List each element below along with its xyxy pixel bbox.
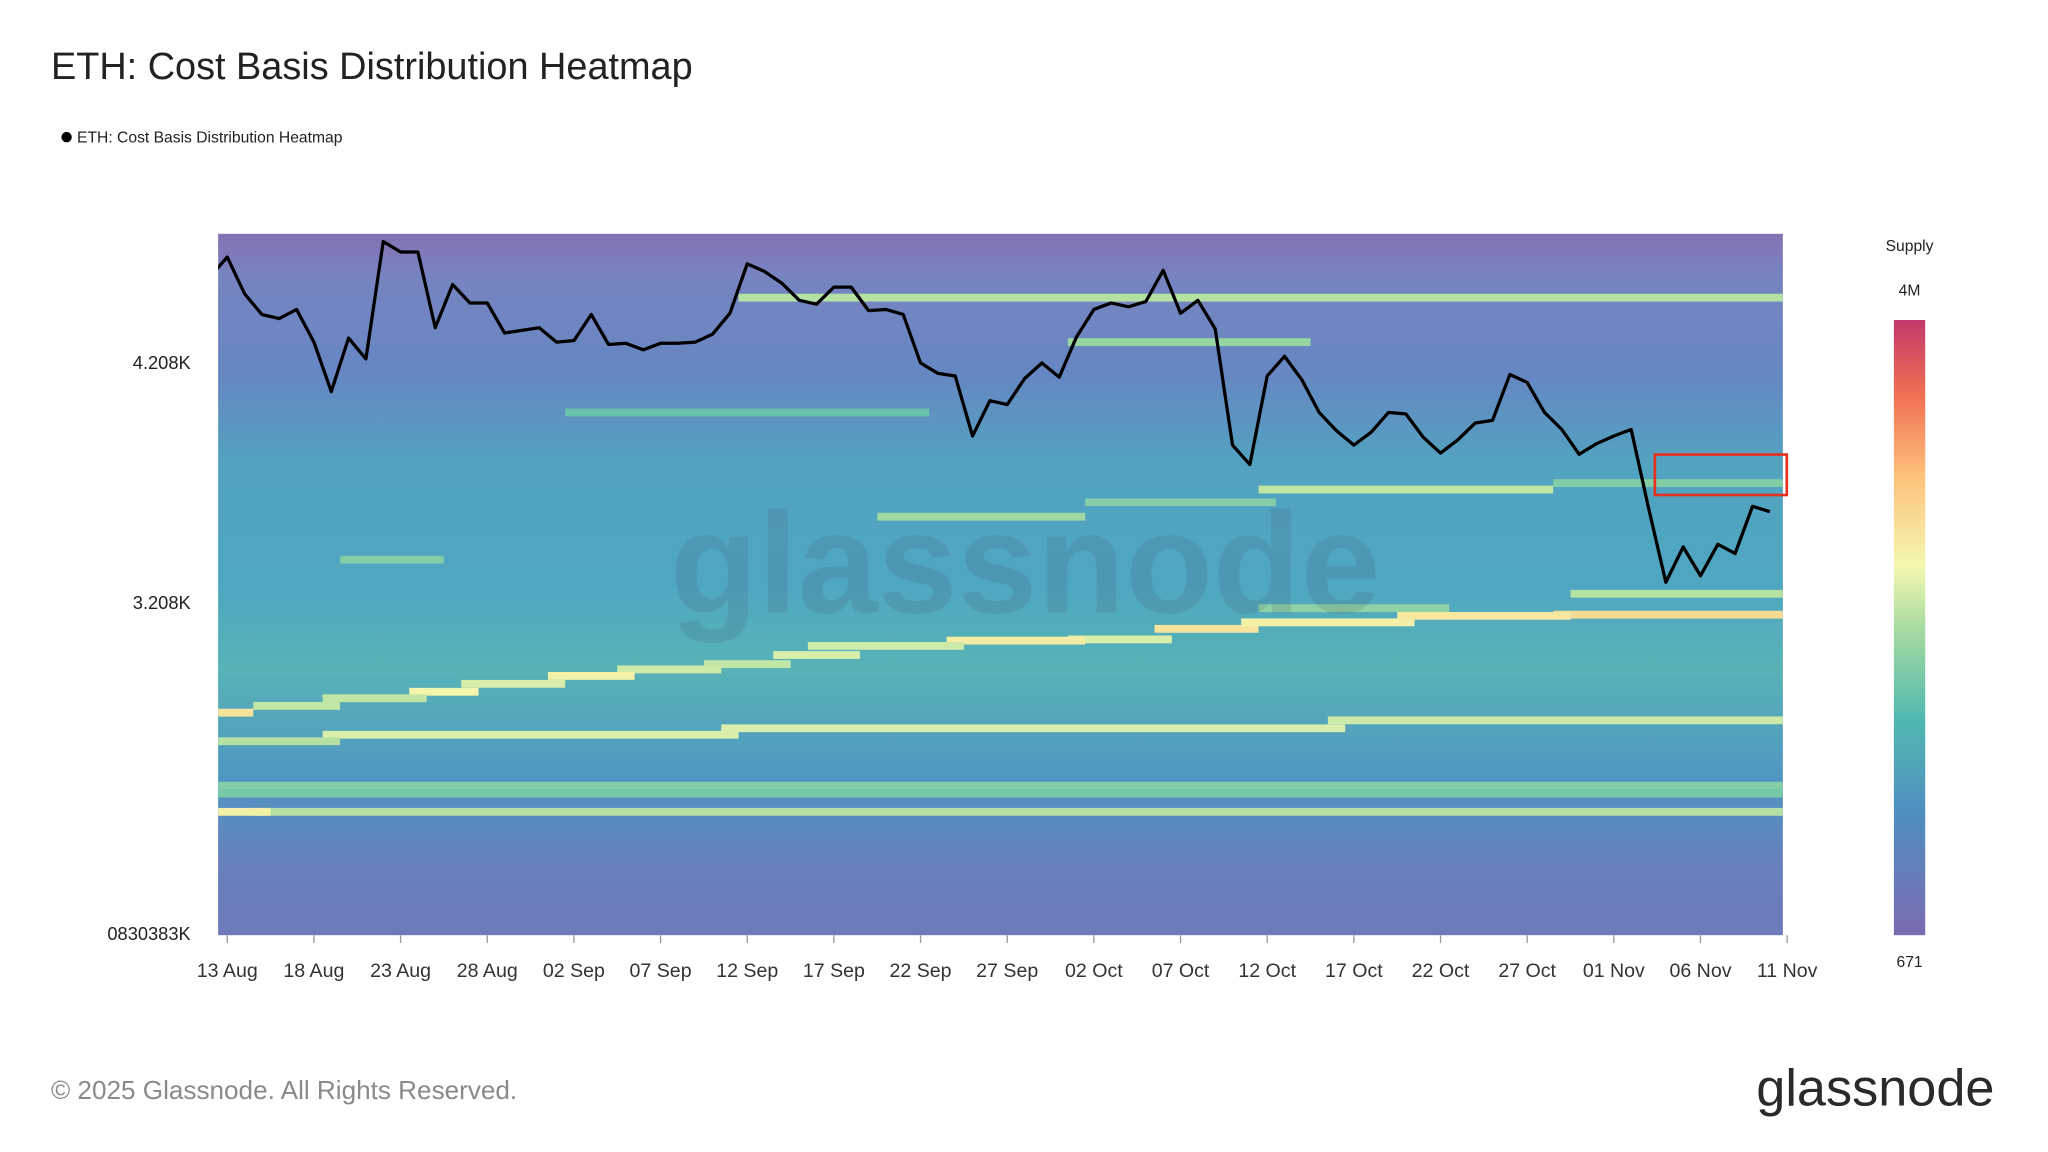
heatmap-band <box>877 512 1086 521</box>
heatmap-band <box>565 408 930 417</box>
x-tick-label: 17 Oct <box>1325 960 1383 982</box>
heatmap-band <box>721 724 1346 733</box>
x-tick-label: 22 Sep <box>890 960 952 982</box>
heatmap-band <box>1553 610 1783 619</box>
legend-marker <box>61 131 72 143</box>
x-tick-label: 02 Oct <box>1065 960 1123 982</box>
x-tick-label: 07 Oct <box>1152 960 1210 982</box>
heatmap-band <box>1553 479 1783 487</box>
heatmap-band <box>218 807 271 816</box>
heatmap-band <box>218 708 254 717</box>
heatmap-background <box>218 233 1783 936</box>
y-tick-label: 0830383K <box>107 923 190 944</box>
heatmap-band <box>218 789 1783 798</box>
heatmap-band <box>409 687 479 696</box>
brand-logo: glassnode <box>1756 1060 1994 1118</box>
footer: © 2025 Glassnode. All Rights Reserved. <box>51 1075 517 1105</box>
heatmap-band <box>253 807 1783 816</box>
x-tick-label: 12 Oct <box>1238 960 1296 982</box>
colorbar <box>1893 320 1926 936</box>
heatmap-band <box>1258 485 1554 494</box>
x-tick-label: 06 Nov <box>1669 960 1731 982</box>
heatmap-band <box>946 636 1086 645</box>
watermark: glassnode <box>670 484 1381 644</box>
heatmap-band <box>322 694 427 703</box>
colorbar-tick-label: 4M <box>1899 282 1921 299</box>
x-tick-label: 18 Aug <box>283 960 344 982</box>
x-tick-label: 12 Sep <box>716 960 778 982</box>
heatmap-band <box>322 730 739 739</box>
heatmap-band <box>1241 618 1415 627</box>
y-tick-label: 4.208K <box>133 352 191 373</box>
x-tick-label: 22 Oct <box>1412 960 1470 982</box>
x-tick-label: 28 Aug <box>457 960 518 982</box>
x-tick-label: 11 Nov <box>1757 960 1818 982</box>
heatmap-band <box>1085 498 1276 507</box>
heatmap-band <box>1397 611 1571 620</box>
chart-title: ETH: Cost Basis Distribution Heatmap <box>51 46 693 88</box>
line-layer <box>218 239 1771 584</box>
heatmap-band <box>1327 716 1783 725</box>
legend-label: ETH: Cost Basis Distribution Heatmap <box>77 130 343 147</box>
x-tick-label: 17 Sep <box>803 960 865 982</box>
x-tick-label: 01 Nov <box>1583 960 1645 982</box>
highlight-box <box>1653 453 1789 497</box>
heatmap-band <box>807 641 964 650</box>
heatmap-band <box>1570 589 1783 598</box>
x-tick-label: 07 Sep <box>630 960 692 982</box>
heatmap-band <box>773 651 860 659</box>
colorbar-tick-label: 671 <box>1896 954 1922 971</box>
heatmap-band <box>1154 624 1259 633</box>
heatmap-band <box>1067 338 1311 347</box>
x-tick-label: 27 Sep <box>976 960 1038 982</box>
heatmap-band <box>218 737 340 746</box>
heatmap-band <box>253 702 340 710</box>
heatmap <box>218 293 1783 816</box>
colorbar-title: Supply <box>1886 238 1934 255</box>
x-tick-label: 13 Aug <box>197 960 258 982</box>
heatmap-band <box>1067 635 1172 644</box>
heatmap-band <box>703 660 791 669</box>
x-tick-label: 23 Aug <box>370 960 431 982</box>
heatmap-band <box>461 679 566 688</box>
price-line <box>218 239 1771 584</box>
x-tick-label: 02 Sep <box>543 960 605 982</box>
heatmap-band <box>617 665 722 674</box>
heatmap-band <box>339 555 444 564</box>
heatmap-band <box>1258 604 1450 613</box>
y-tick-label: 3.208K <box>133 592 191 613</box>
heatmap-band <box>738 293 1783 302</box>
heatmap-band <box>547 671 635 680</box>
x-tick-label: 27 Oct <box>1498 960 1556 982</box>
heatmap-band <box>218 781 1783 790</box>
